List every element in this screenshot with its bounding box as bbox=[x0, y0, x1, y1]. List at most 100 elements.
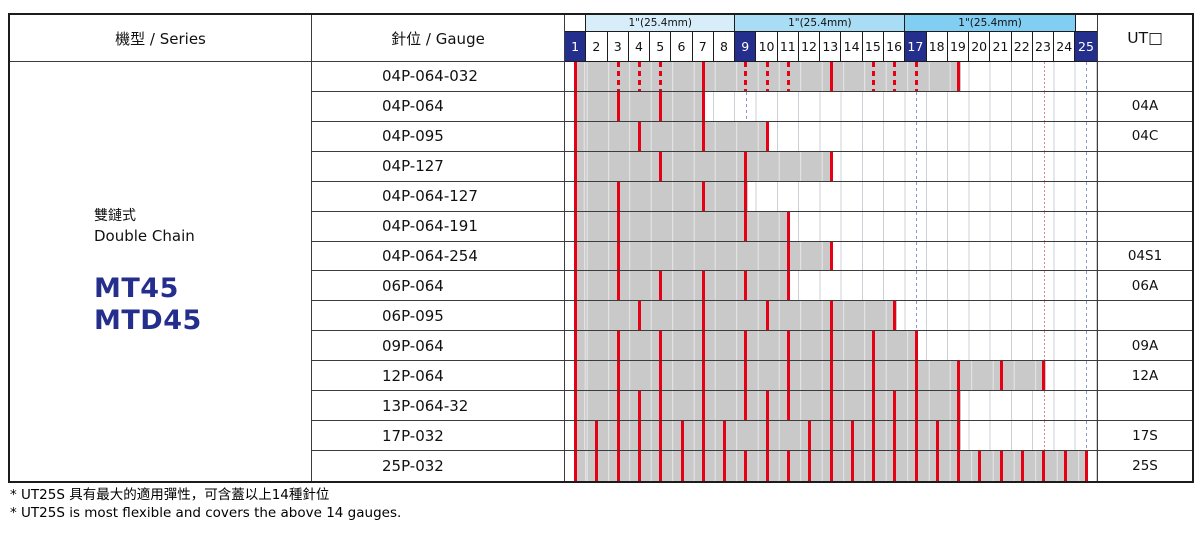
guide-line-blue bbox=[1086, 301, 1088, 331]
needle-line-solid bbox=[829, 421, 833, 450]
gauge-span-bar bbox=[573, 211, 791, 241]
needle-line-dashed bbox=[872, 62, 876, 91]
guide-line-blue bbox=[916, 271, 918, 301]
needle-number-cell: 10 bbox=[756, 32, 778, 61]
ut-value-cell: 12A bbox=[1098, 361, 1192, 392]
needle-line-solid bbox=[1042, 450, 1046, 481]
needle-line-solid bbox=[914, 391, 918, 421]
needle-number-cell: 5 bbox=[650, 32, 672, 61]
needle-line-solid bbox=[872, 391, 876, 421]
needle-line-solid bbox=[701, 421, 705, 450]
gauge-chart-cell bbox=[565, 241, 1098, 272]
series-model-1: MT45 bbox=[94, 272, 179, 304]
needle-line-solid bbox=[786, 331, 790, 361]
needle-number-cell: 1 bbox=[565, 32, 587, 61]
gauge-label: 04P-064-254 bbox=[312, 241, 565, 272]
needle-line-solid bbox=[701, 301, 705, 331]
guide-line-red bbox=[1043, 91, 1045, 121]
needle-number-cell: 20 bbox=[969, 32, 991, 61]
needle-line-solid bbox=[829, 241, 833, 271]
inch-band-label: 1"(25.4mm) bbox=[586, 15, 736, 31]
needle-line-solid bbox=[978, 450, 982, 481]
inch-band-label: 1"(25.4mm) bbox=[905, 15, 1076, 31]
needle-line-solid bbox=[1042, 361, 1046, 391]
gauge-label: 04P-064-127 bbox=[312, 181, 565, 212]
needle-number-cell: 17 bbox=[905, 32, 927, 61]
gauge-chart-cell bbox=[565, 211, 1098, 242]
ut-value-cell: 25S bbox=[1132, 457, 1158, 474]
footnote-line-zh: * UT25S 具有最大的適用彈性，可含蓋以上14種針位 bbox=[10, 487, 330, 503]
guide-line-blue bbox=[916, 241, 918, 271]
gauge-chart-cell bbox=[565, 91, 1098, 122]
guide-line-blue bbox=[745, 91, 747, 121]
needle-line-solid bbox=[595, 421, 599, 450]
needle-line-solid bbox=[744, 271, 748, 301]
needle-number-cell: 15 bbox=[862, 32, 884, 61]
needle-line-solid bbox=[893, 450, 897, 481]
needle-line-solid bbox=[616, 91, 620, 121]
ut-value-cell: 04S1 bbox=[1098, 242, 1192, 272]
needle-line-solid bbox=[659, 331, 663, 361]
needle-line-solid bbox=[829, 151, 833, 181]
needle-line-solid bbox=[744, 181, 748, 211]
guide-line-blue bbox=[916, 181, 918, 211]
gauge-span-bar bbox=[573, 271, 791, 301]
guide-line-red bbox=[1043, 391, 1045, 421]
gauge-chart-cell bbox=[565, 331, 1098, 362]
guide-line-blue bbox=[1086, 421, 1088, 450]
needle-line-solid bbox=[829, 361, 833, 391]
needle-number-cell: 19 bbox=[947, 32, 970, 61]
needle-line-solid bbox=[723, 421, 727, 450]
needle-line-solid bbox=[829, 331, 833, 361]
gauge-label: 06P-064 bbox=[312, 271, 565, 302]
needle-line-solid bbox=[659, 151, 663, 181]
needle-number-cell: 8 bbox=[713, 32, 736, 61]
gauge-label: 04P-095 bbox=[312, 121, 565, 152]
needle-line-solid bbox=[744, 211, 748, 241]
guide-line-red bbox=[1043, 62, 1045, 91]
needle-line-solid bbox=[893, 301, 897, 331]
needle-line-solid bbox=[914, 450, 918, 481]
needle-line-solid bbox=[616, 361, 620, 391]
gauge-span-bar bbox=[573, 301, 897, 331]
series-type-en: Double Chain bbox=[94, 226, 195, 245]
series-column-header: 機型 / Series bbox=[10, 15, 312, 62]
ut-value-cell: 04A bbox=[1098, 92, 1192, 122]
gauge-label: 06P-095 bbox=[312, 301, 565, 332]
needle-line-solid bbox=[637, 450, 641, 481]
needle-line-solid bbox=[957, 391, 961, 421]
gauge-span-bar bbox=[573, 181, 748, 211]
needle-line-solid bbox=[893, 391, 897, 421]
needle-line-solid bbox=[701, 62, 705, 91]
needle-line-solid bbox=[744, 450, 748, 481]
needle-line-solid bbox=[616, 391, 620, 421]
needle-line-solid bbox=[637, 421, 641, 450]
needle-line-solid bbox=[680, 450, 684, 481]
guide-line-red bbox=[1043, 121, 1045, 151]
gauge-label: 25P-032 bbox=[312, 450, 565, 481]
needle-line-solid bbox=[744, 151, 748, 181]
needle-line-solid bbox=[701, 450, 705, 481]
gauge-chart-cell bbox=[565, 361, 1098, 392]
guide-line-blue bbox=[1086, 91, 1088, 121]
needle-line-solid bbox=[957, 450, 961, 481]
gauge-column-header-label: 針位 / Gauge bbox=[391, 29, 485, 48]
gauge-chart-cell bbox=[565, 391, 1098, 422]
needle-line-solid bbox=[957, 421, 961, 450]
needle-line-solid bbox=[701, 181, 705, 211]
guide-line-blue bbox=[1086, 62, 1088, 91]
needle-line-solid bbox=[616, 181, 620, 211]
guide-line-blue bbox=[916, 91, 918, 121]
needle-line-solid bbox=[701, 271, 705, 301]
needle-line-solid bbox=[850, 450, 854, 481]
needle-line-dashed bbox=[744, 62, 748, 91]
needle-line-dashed bbox=[765, 62, 769, 91]
needle-line-solid bbox=[935, 450, 939, 481]
needle-line-solid bbox=[574, 391, 578, 421]
guide-line-blue bbox=[1086, 151, 1088, 181]
ut-value-cell bbox=[1098, 391, 1192, 422]
needle-line-solid bbox=[659, 91, 663, 121]
needle-line-solid bbox=[574, 151, 578, 181]
needle-line-solid bbox=[744, 391, 748, 421]
needle-line-solid bbox=[637, 121, 641, 151]
